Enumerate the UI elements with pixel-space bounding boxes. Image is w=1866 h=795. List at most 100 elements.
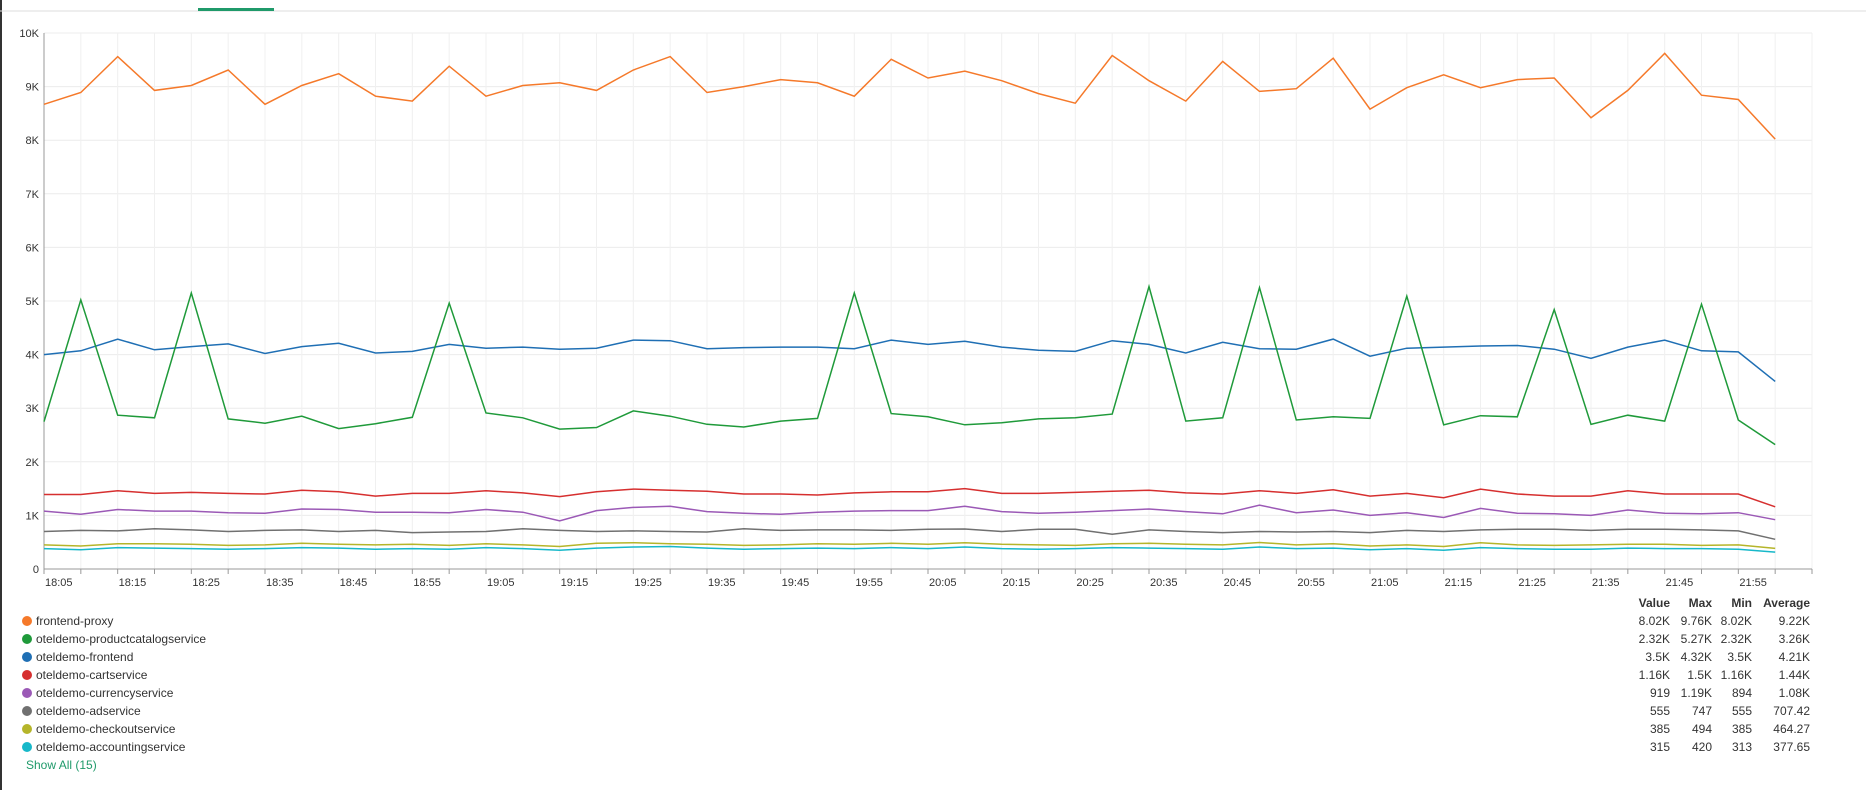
show-all-link[interactable]: Show All (15) (26, 758, 97, 772)
stats-value: 385 (1732, 722, 1752, 736)
legend-label[interactable]: oteldemo-cartservice (36, 668, 148, 682)
stats-value: 894 (1732, 686, 1752, 700)
stats-value: 555 (1732, 704, 1752, 718)
y-tick-label: 10K (19, 28, 39, 40)
y-tick-label: 0 (33, 564, 39, 576)
legend-label[interactable]: oteldemo-productcatalogservice (36, 632, 206, 646)
stats-value: 313 (1732, 740, 1752, 754)
stats-value: 494 (1692, 722, 1712, 736)
stats-value: 464.27 (1773, 722, 1810, 736)
stats-header: Average (1763, 596, 1810, 610)
series-line (43, 528, 1776, 541)
active-tab-indicator (198, 8, 274, 11)
stats-value: 1.16K (1721, 668, 1752, 682)
x-tick-label: 19:55 (855, 577, 883, 589)
x-tick-label: 21:55 (1739, 577, 1767, 589)
x-tick-label: 18:05 (45, 577, 73, 589)
y-tick-label: 7K (26, 189, 40, 201)
x-tick-label: 21:25 (1518, 577, 1546, 589)
x-tick-label: 20:05 (929, 577, 957, 589)
x-tick-label: 19:45 (782, 577, 810, 589)
x-tick-label: 20:25 (1076, 577, 1104, 589)
stats-value: 8.02K (1721, 614, 1752, 628)
x-tick-label: 20:45 (1224, 577, 1252, 589)
stats-value: 3.5K (1645, 650, 1670, 664)
stats-value: 555 (1650, 704, 1670, 718)
x-tick-label: 21:45 (1666, 577, 1694, 589)
stats-header: Min (1731, 596, 1752, 610)
y-tick-label: 1K (26, 510, 40, 522)
legend-label[interactable]: frontend-proxy (36, 614, 113, 628)
stats-value: 1.16K (1639, 668, 1670, 682)
stats-value: 8.02K (1639, 614, 1670, 628)
stats-value: 4.21K (1779, 650, 1810, 664)
stats-value: 2.32K (1639, 632, 1670, 646)
x-tick-label: 18:45 (340, 577, 368, 589)
legend-label[interactable]: oteldemo-checkoutservice (36, 722, 176, 736)
x-tick-label: 21:15 (1445, 577, 1473, 589)
stats-value: 2.32K (1721, 632, 1752, 646)
y-tick-label: 8K (26, 135, 40, 147)
series-line (43, 338, 1776, 382)
x-tick-label: 21:35 (1592, 577, 1620, 589)
x-tick-label: 18:35 (266, 577, 294, 589)
x-tick-label: 20:35 (1150, 577, 1178, 589)
legend-swatch[interactable] (22, 688, 32, 698)
stats-value: 1.19K (1681, 686, 1712, 700)
series-line (43, 504, 1776, 522)
stats-value: 747 (1692, 704, 1712, 718)
legend-swatch[interactable] (22, 652, 32, 662)
x-tick-label: 19:15 (561, 577, 589, 589)
x-tick-label: 20:15 (1003, 577, 1031, 589)
legend-swatch[interactable] (22, 670, 32, 680)
legend-label[interactable]: oteldemo-currencyservice (36, 686, 174, 700)
series-line (44, 487, 1776, 508)
y-tick-label: 4K (26, 350, 40, 362)
stats-value: 385 (1650, 722, 1670, 736)
y-tick-label: 5K (26, 296, 40, 308)
legend-swatch[interactable] (22, 616, 32, 626)
stats-value: 3.5K (1727, 650, 1752, 664)
legend-swatch[interactable] (22, 724, 32, 734)
stats-value: 420 (1692, 740, 1712, 754)
y-tick-label: 2K (26, 457, 40, 469)
x-tick-label: 18:55 (413, 577, 441, 589)
stats-value: 9.22K (1779, 614, 1810, 628)
legend-label[interactable]: oteldemo-accountingservice (36, 740, 186, 754)
stats-value: 5.27K (1681, 632, 1712, 646)
legend-label[interactable]: oteldemo-frontend (36, 650, 133, 664)
legend-swatch[interactable] (22, 634, 32, 644)
x-tick-label: 19:25 (634, 577, 662, 589)
stats-value: 9.76K (1681, 614, 1712, 628)
series-line (43, 283, 1776, 446)
stats-value: 919 (1650, 686, 1670, 700)
x-tick-label: 19:35 (708, 577, 736, 589)
stats-value: 1.44K (1779, 668, 1810, 682)
stats-value: 377.65 (1773, 740, 1810, 754)
stats-value: 3.26K (1779, 632, 1810, 646)
legend-swatch[interactable] (22, 706, 32, 716)
legend-swatch[interactable] (22, 742, 32, 752)
series-line (43, 545, 1776, 553)
y-tick-label: 6K (26, 242, 40, 254)
x-tick-label: 20:55 (1297, 577, 1325, 589)
stats-header: Max (1689, 596, 1713, 610)
x-tick-label: 18:25 (192, 577, 220, 589)
y-tick-label: 3K (26, 403, 40, 415)
x-tick-label: 18:15 (119, 577, 147, 589)
stats-value: 1.08K (1779, 686, 1810, 700)
series-line (43, 52, 1776, 140)
legend-label[interactable]: oteldemo-adservice (36, 704, 141, 718)
y-tick-label: 9K (26, 82, 40, 94)
stats-header: Value (1639, 596, 1671, 610)
x-tick-label: 21:05 (1371, 577, 1399, 589)
stats-value: 1.5K (1687, 668, 1712, 682)
stats-value: 315 (1650, 740, 1670, 754)
x-tick-label: 19:05 (487, 577, 515, 589)
stats-value: 4.32K (1681, 650, 1712, 664)
left-border (0, 0, 2, 790)
series-line (43, 541, 1776, 550)
stats-value: 707.42 (1773, 704, 1810, 718)
